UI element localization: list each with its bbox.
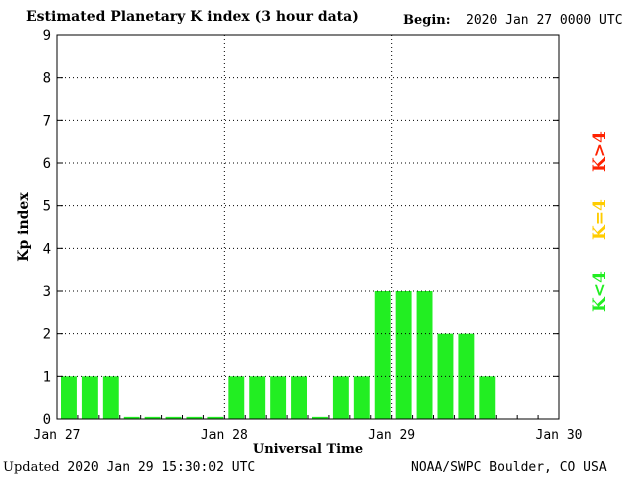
- bar: [353, 376, 370, 419]
- y-tick-label: 8: [43, 71, 51, 87]
- bar: [479, 376, 496, 419]
- bar: [458, 333, 475, 419]
- bar: [249, 376, 266, 419]
- y-axis-label: Kp index: [16, 192, 32, 262]
- y-tick-label: 0: [43, 412, 51, 428]
- bar: [207, 416, 224, 419]
- legend-k-equals-4: K=4: [590, 199, 610, 240]
- bar: [81, 376, 98, 419]
- bar: [144, 416, 161, 419]
- updated-label: Updated: [3, 460, 60, 475]
- x-tick-label: Jan 29: [368, 428, 415, 443]
- bar: [186, 416, 203, 419]
- y-tick-label: 1: [43, 369, 51, 385]
- bar: [291, 376, 307, 419]
- plot-frame: [56, 34, 560, 420]
- bar: [312, 416, 328, 419]
- y-tick-label: 3: [43, 284, 51, 300]
- y-tick-label: 9: [43, 28, 51, 44]
- x-axis-label: Universal Time: [253, 442, 363, 457]
- chart-title: Estimated Planetary K index (3 hour data…: [26, 9, 359, 25]
- updated-line: Updated 2020 Jan 29 15:30:02 UTC: [3, 460, 255, 475]
- bar: [332, 376, 349, 419]
- x-tick-label: Jan 28: [201, 428, 248, 443]
- bar: [123, 416, 140, 419]
- y-tick-label: 5: [43, 199, 51, 215]
- bar: [416, 291, 433, 419]
- bar: [61, 376, 77, 419]
- y-tick-label: 7: [43, 113, 51, 129]
- credit-line: NOAA/SWPC Boulder, CO USA: [411, 460, 607, 475]
- x-tick-label: Jan 30: [536, 428, 583, 443]
- x-tick-label: Jan 27: [34, 428, 81, 443]
- begin-value: 2020 Jan 27 0000 UTC: [466, 13, 623, 28]
- y-tick-label: 6: [43, 156, 51, 172]
- bar: [395, 291, 412, 419]
- begin-label: Begin:: [403, 13, 451, 28]
- legend-k-less-4: K<4: [590, 271, 610, 312]
- y-tick-label: 2: [43, 327, 51, 343]
- bar: [165, 416, 182, 419]
- legend-k-greater-4: K>4: [590, 131, 610, 172]
- bar: [270, 376, 287, 419]
- updated-value: 2020 Jan 29 15:30:02 UTC: [67, 460, 256, 475]
- bar: [102, 376, 119, 419]
- bar: [374, 291, 391, 419]
- y-tick-label: 4: [43, 241, 51, 257]
- bar: [228, 376, 245, 419]
